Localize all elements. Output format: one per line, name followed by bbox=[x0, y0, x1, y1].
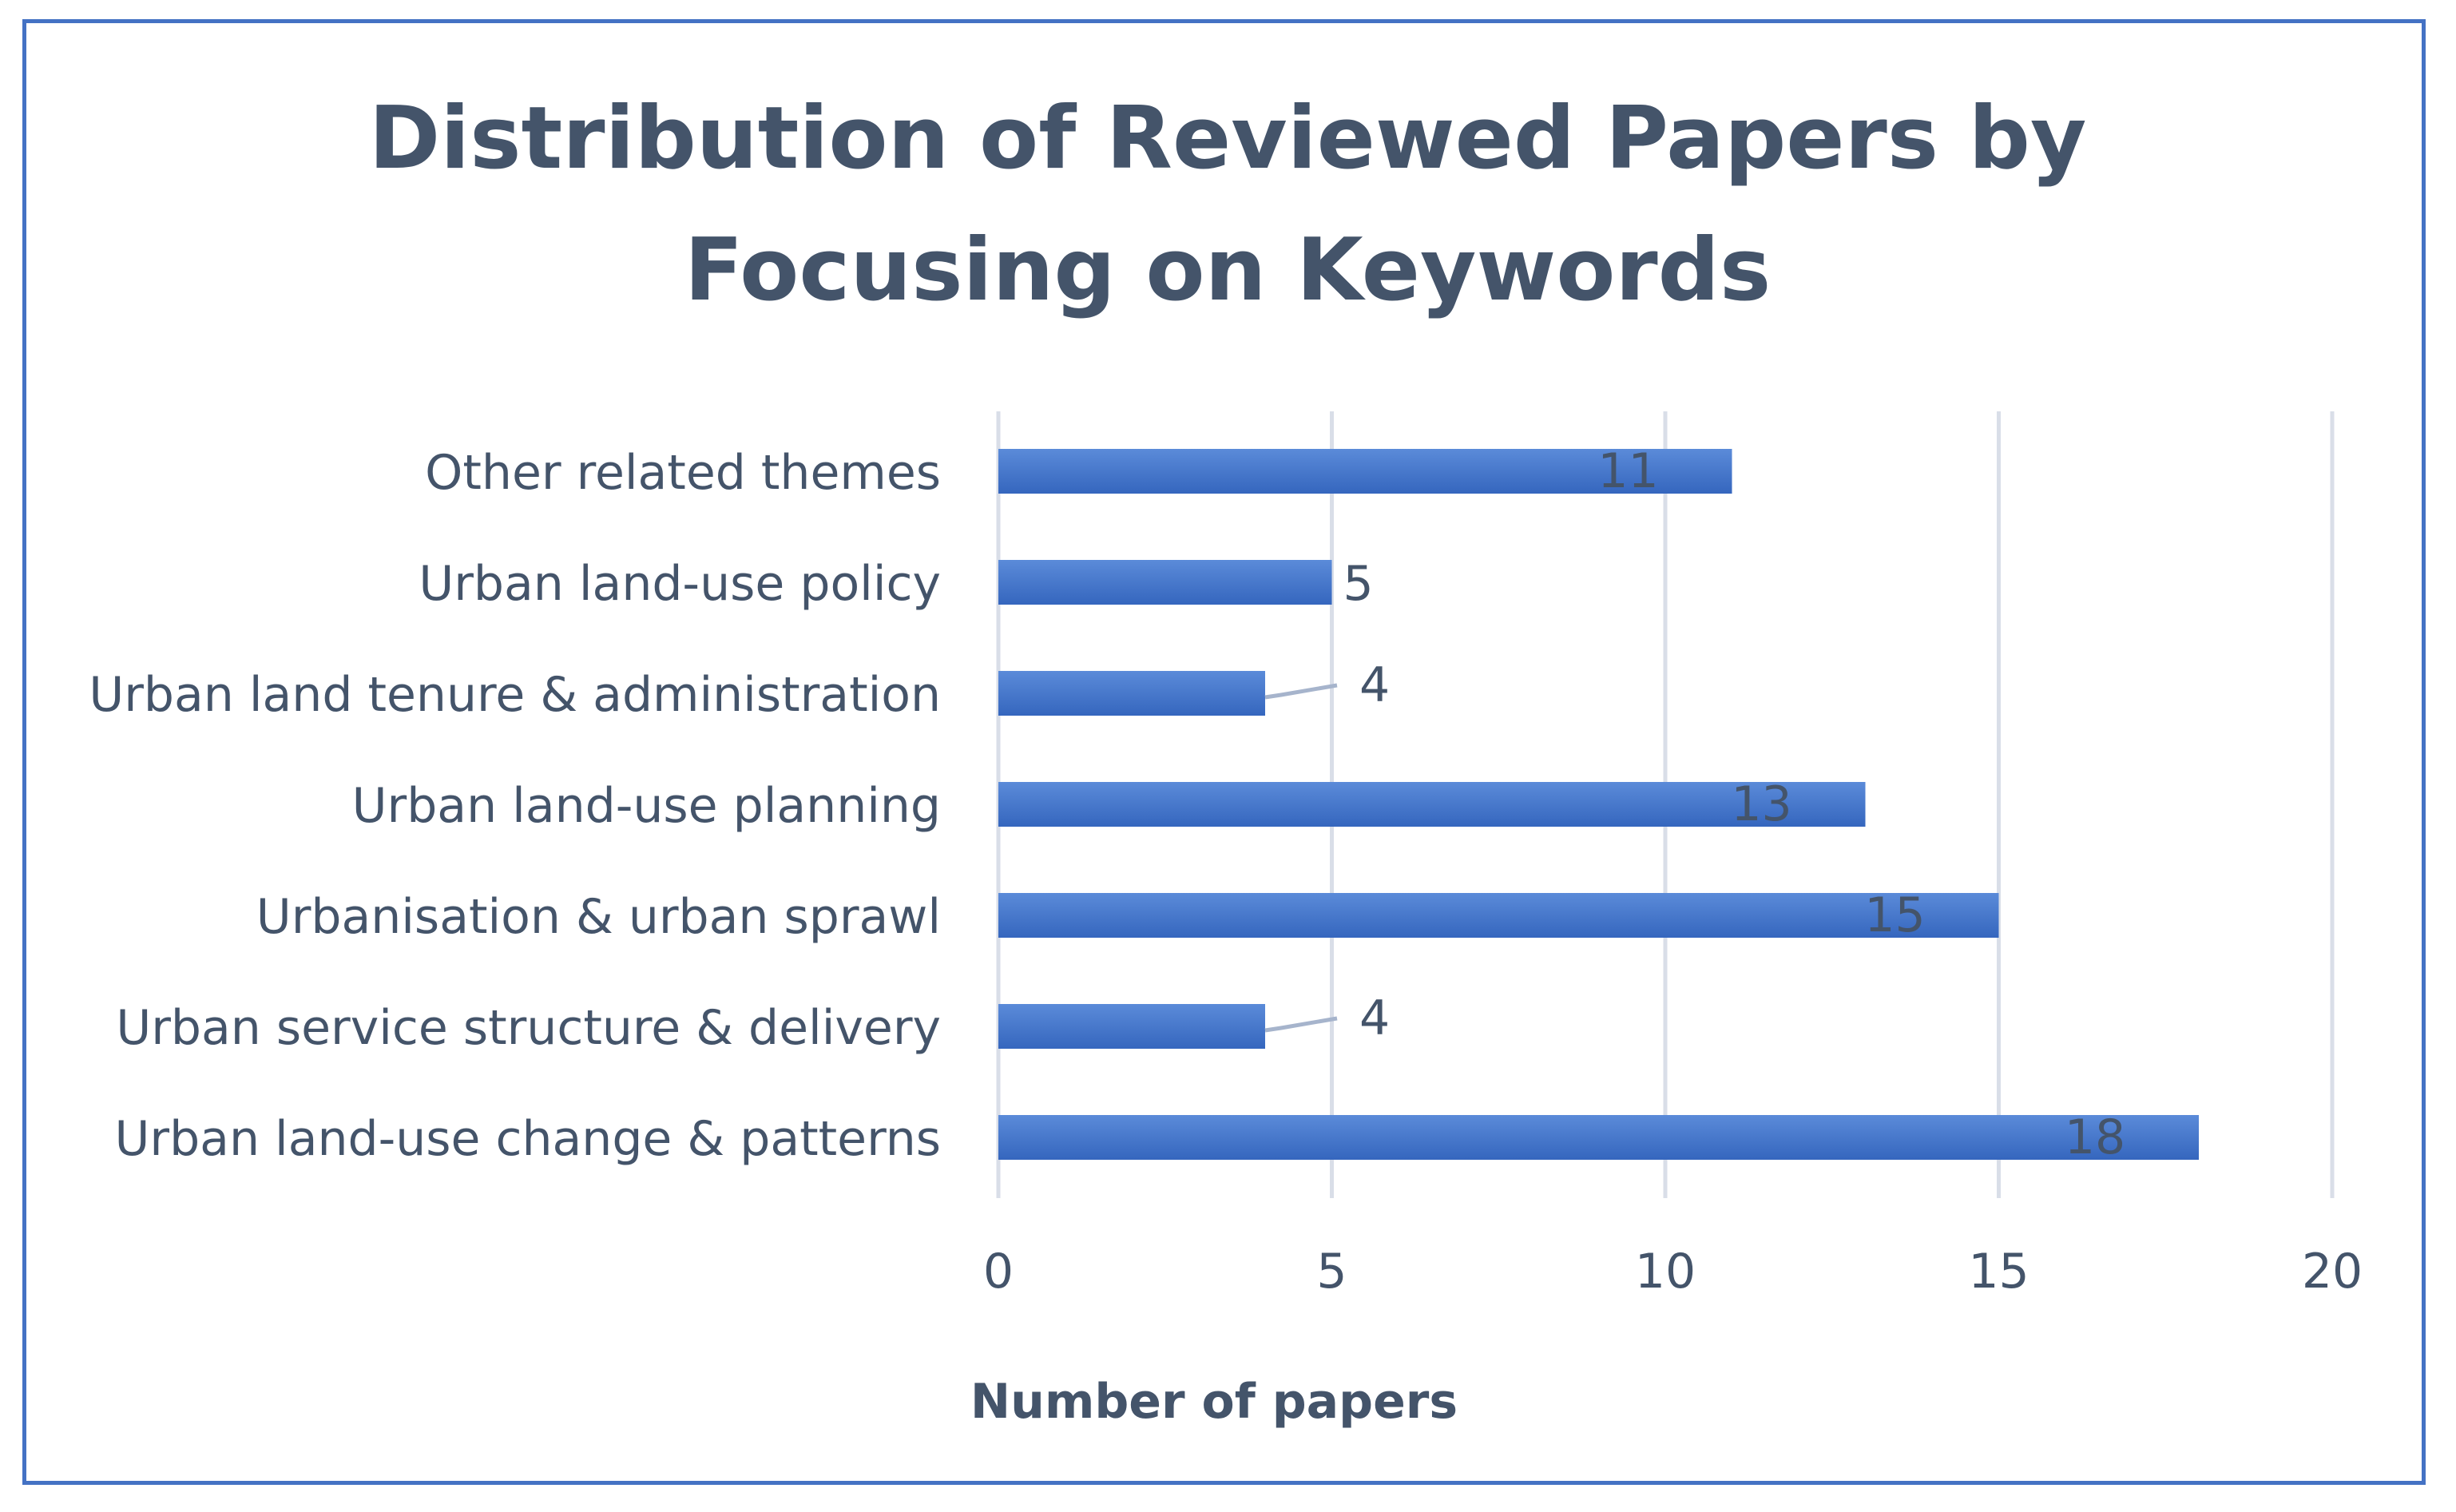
category-label-3: Urban land-use planning bbox=[352, 778, 941, 834]
x-tick-label-2: 10 bbox=[1635, 1244, 1696, 1300]
category-label-2: Urban land tenure & administration bbox=[89, 667, 941, 723]
x-tick-label-0: 0 bbox=[983, 1244, 1014, 1300]
x-axis-label: Number of papers bbox=[970, 1374, 1458, 1430]
bars bbox=[998, 449, 2199, 1160]
bar-1 bbox=[998, 560, 1332, 605]
category-label-5: Urban service structure & delivery bbox=[116, 1000, 941, 1056]
data-label-5: 4 bbox=[1359, 990, 1390, 1046]
data-label-3: 13 bbox=[1731, 776, 1791, 832]
data-label-1: 5 bbox=[1343, 556, 1374, 612]
labels: 0 5 10 15 20 Other related themes 11 Urban land… bbox=[89, 443, 2363, 1300]
data-label-4: 15 bbox=[1864, 887, 1925, 943]
chart-title-line-1: Distribution of Reviewed Papers by bbox=[369, 89, 2087, 189]
x-tick-label-4: 20 bbox=[2302, 1244, 2363, 1300]
category-label-4: Urbanisation & urban sprawl bbox=[256, 889, 941, 945]
leader-line-5 bbox=[1264, 1016, 1338, 1033]
x-tick-label-3: 15 bbox=[1968, 1244, 2029, 1300]
bar-5 bbox=[998, 1004, 1265, 1049]
bar-0 bbox=[998, 449, 1732, 494]
bar-4 bbox=[998, 893, 1999, 938]
bar-3 bbox=[998, 782, 1866, 827]
category-label-1: Urban land-use policy bbox=[419, 556, 941, 612]
bar-6 bbox=[998, 1115, 2199, 1160]
x-tick-label-1: 5 bbox=[1316, 1244, 1347, 1300]
category-label-0: Other related themes bbox=[425, 445, 941, 501]
bar-2 bbox=[998, 671, 1265, 716]
data-label-2: 4 bbox=[1359, 657, 1390, 713]
data-label-0: 11 bbox=[1597, 443, 1658, 499]
category-label-6: Urban land-use change & patterns bbox=[115, 1111, 941, 1167]
data-label-6: 18 bbox=[2065, 1109, 2125, 1165]
leader-line-2 bbox=[1264, 683, 1338, 700]
chart-frame bbox=[22, 19, 2426, 1485]
chart-title-line-2: Focusing on Keywords bbox=[684, 220, 1772, 320]
